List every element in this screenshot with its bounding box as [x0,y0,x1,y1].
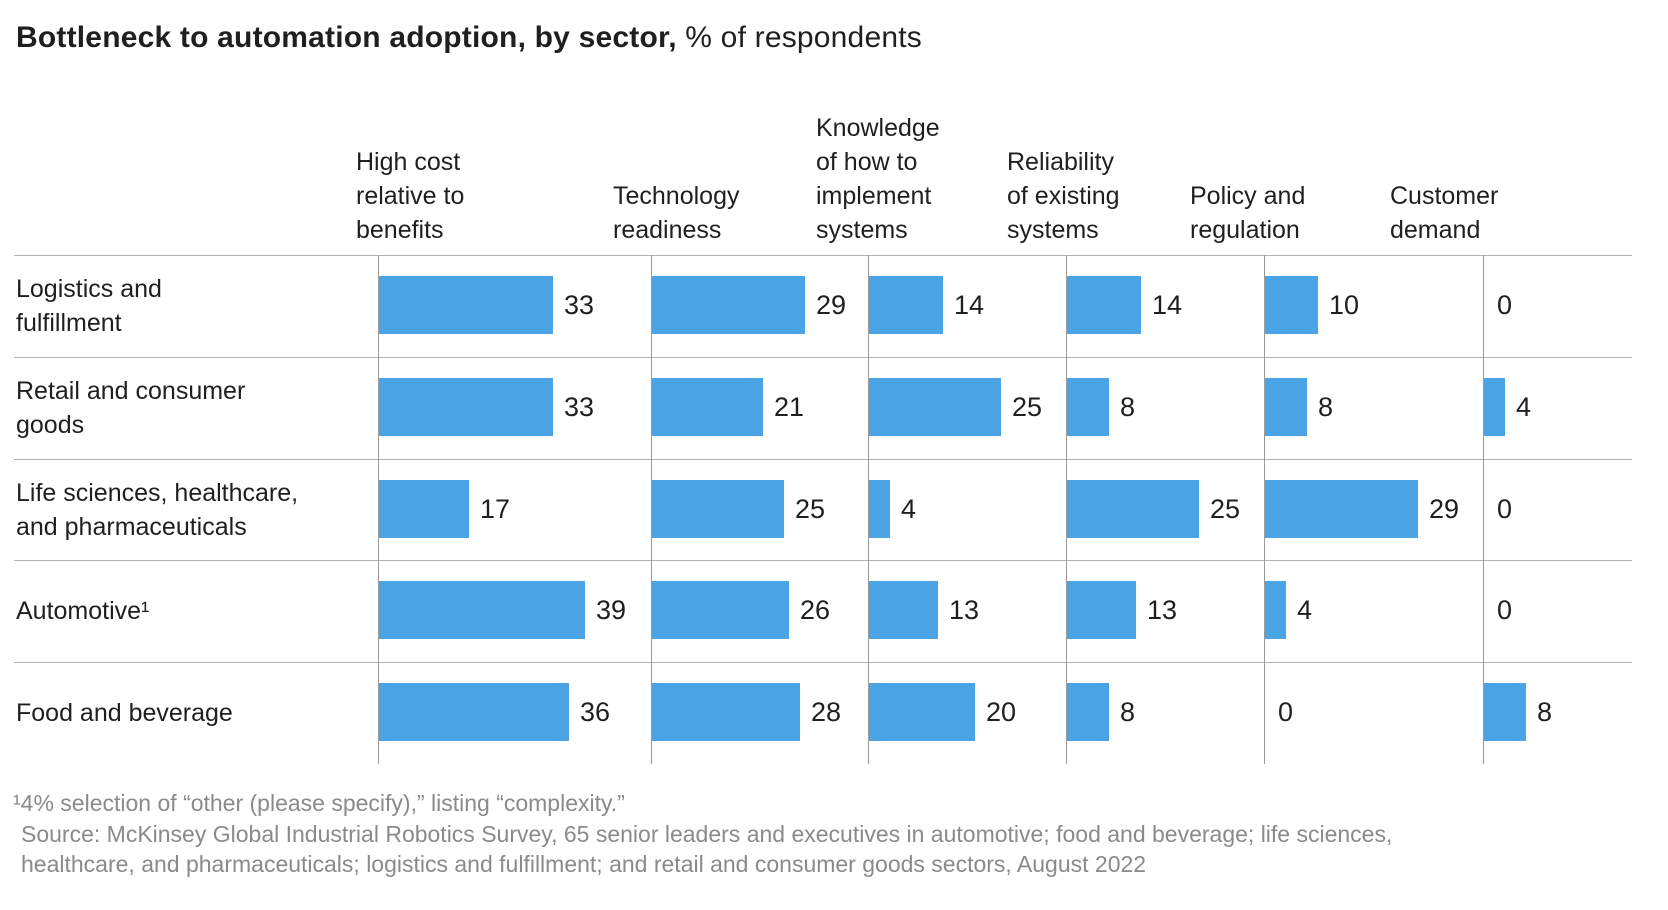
value-label: 0 [1278,697,1294,727]
value-bar [379,683,569,741]
value-label: 28 [811,697,842,727]
column-header: High cost relative to benefits [356,148,465,244]
footnote: ¹4% selection of “other (please specify)… [13,790,625,816]
grid-column-axis [378,255,379,764]
value-label: 13 [1147,595,1178,625]
value-bar [869,683,975,741]
value-label: 26 [800,595,831,625]
value-bar [869,276,943,334]
sector-label: Life sciences, healthcare, and pharmaceut… [16,459,366,561]
grid-row-line [14,255,1632,256]
column-header: Technology readiness [613,182,740,244]
sector-label-text: Life sciences, healthcare, and pharmaceut… [16,479,299,541]
column-header: Policy and regulation [1190,182,1306,244]
value-label: 36 [580,697,611,727]
value-bar [1067,276,1141,334]
grid-row-line [14,459,1632,460]
value-bar [869,581,938,639]
value-label: 29 [1429,494,1460,524]
value-label: 14 [954,290,985,320]
value-label: 8 [1120,697,1136,727]
value-label: 8 [1318,392,1334,422]
value-label: 8 [1120,392,1136,422]
grid-column-axis [1066,255,1067,764]
value-label: 4 [901,494,917,524]
value-label: 20 [986,697,1017,727]
column-header: Reliability of existing systems [1007,148,1120,244]
sector-label-text: Automotive¹ [16,597,150,625]
value-label: 8 [1537,697,1553,727]
value-bar [652,378,763,436]
sector-label: Automotive¹ [16,560,366,662]
value-label: 10 [1329,290,1360,320]
source-note: Source: McKinsey Global Industrial Robot… [21,821,1393,877]
grid-column-axis [1483,255,1484,764]
grid-row-line [14,560,1632,561]
sector-label-text: Logistics and fulfillment [16,275,162,337]
value-bar [1265,378,1307,436]
value-bar [869,480,890,538]
value-label: 0 [1497,595,1513,625]
sector-label-text: Food and beverage [16,699,233,727]
value-bar [1067,581,1136,639]
grid-row-line [14,357,1632,358]
value-bar [1484,683,1526,741]
column-header: Customer demand [1390,182,1499,244]
value-label: 39 [596,595,627,625]
value-label: 21 [774,392,805,422]
grid-column-axis [1264,255,1265,764]
value-label: 13 [949,595,980,625]
value-label: 29 [816,290,847,320]
chart-title: Bottleneck to automation adoption, by se… [16,20,922,56]
chart-title-bold: Bottleneck to automation adoption, by se… [16,21,677,54]
value-bar [1265,480,1418,538]
value-label: 14 [1152,290,1183,320]
value-label: 17 [480,494,511,524]
value-bar [379,276,553,334]
sector-label: Retail and consumer goods [16,357,366,459]
value-bar [1067,683,1109,741]
value-bar [1265,581,1286,639]
sector-label-text: Retail and consumer goods [16,377,246,439]
value-bar [652,581,789,639]
value-label: 25 [1210,494,1241,524]
value-label: 25 [795,494,826,524]
value-label: 25 [1012,392,1043,422]
value-bar [1067,378,1109,436]
value-bar [379,581,585,639]
value-label: 33 [564,392,595,422]
value-bar [869,378,1001,436]
value-bar [1484,378,1505,436]
value-bar [652,276,805,334]
value-bar [379,378,553,436]
value-label: 4 [1297,595,1313,625]
chart-title-unit: % of respondents [676,21,922,54]
sector-label: Food and beverage [16,662,366,764]
grid-row-line [14,662,1632,663]
sector-label: Logistics and fulfillment [16,255,366,357]
grid-column-axis [651,255,652,764]
value-bar [1067,480,1199,538]
value-bar [652,683,800,741]
value-bar [379,480,469,538]
value-label: 4 [1516,392,1532,422]
column-header: Knowledge of how to implement systems [816,114,940,244]
grid-column-axis [868,255,869,764]
value-bar [652,480,784,538]
value-label: 33 [564,290,595,320]
value-bar [1265,276,1318,334]
value-label: 0 [1497,494,1513,524]
value-label: 0 [1497,290,1513,320]
